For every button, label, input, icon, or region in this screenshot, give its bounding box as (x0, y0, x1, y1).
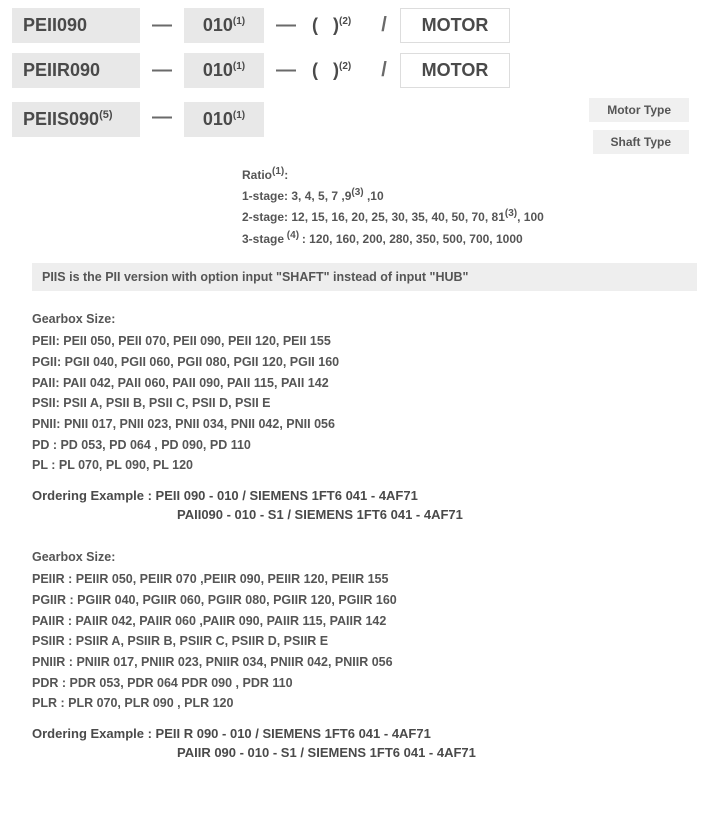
code-box: PEIIS090(5) (12, 102, 140, 137)
page: PEII090 — 010(1) — ( )(2) / MOTOR PEIIR0… (0, 0, 715, 779)
ratio-sup: (4) (284, 230, 302, 241)
ratio-box: 010(1) (184, 102, 264, 137)
ratio-block: Ratio(1): 1-stage: 3, 4, 5, 7 ,9(3) ,10 … (242, 164, 703, 249)
code-box: PEII090 (12, 8, 140, 43)
ratio-title: Ratio (242, 168, 272, 182)
ratio-prefix: 2-stage: (242, 210, 291, 224)
gearbox-line: PGIIR : PGIIR 040, PGIIR 060, PGIIR 080,… (32, 590, 697, 611)
ordering-example-1: Ordering Example : PEII 090 - 010 / SIEM… (32, 486, 697, 525)
example-line-2: PAIIR 090 - 010 - S1 / SIEMENS 1FT6 041 … (177, 745, 476, 760)
ratio-text: 010 (203, 15, 233, 35)
dash-sep: — (148, 59, 176, 82)
paren-sup: (2) (339, 16, 351, 27)
motor-type-label: Motor Type (589, 98, 689, 122)
right-label-column: Motor Type Shaft Type (589, 98, 703, 154)
motor-label: MOTOR (422, 60, 489, 80)
gearbox-line: PL : PL 070, PL 090, PL 120 (32, 455, 697, 476)
ratio-body: : 120, 160, 200, 280, 350, 500, 700, 100… (302, 232, 523, 246)
dash-sep: — (272, 14, 300, 37)
example-line-1: PEII 090 - 010 / SIEMENS 1FT6 041 - 4AF7… (156, 488, 418, 503)
gearbox-title: Gearbox Size: (32, 547, 697, 568)
dash-sep: — (272, 59, 300, 82)
ratio-suffix: ,10 (364, 189, 384, 203)
ratio-sup: (1) (233, 110, 245, 121)
ratio-prefix: 3-stage (242, 232, 284, 246)
ratio-text: 010 (203, 109, 233, 129)
code-text: PEIIR090 (23, 60, 100, 80)
ratio-sup: (3) (505, 208, 517, 219)
ordering-example-2: Ordering Example : PEII R 090 - 010 / SI… (32, 724, 697, 763)
gearbox-line: PDR : PDR 053, PDR 064 PDR 090 , PDR 110 (32, 673, 697, 694)
ratio-sup: (1) (233, 16, 245, 27)
gearbox-line: PSIIR : PSIIR A, PSIIR B, PSIIR C, PSIIR… (32, 631, 697, 652)
gearbox-block-1: Gearbox Size: PEII: PEII 050, PEII 070, … (32, 309, 697, 476)
ratio-box: 010(1) (184, 8, 264, 43)
ratio-body: 3, 4, 5, 7 ,9 (291, 189, 351, 203)
shaft-type-label: Shaft Type (593, 130, 689, 154)
gearbox-block-2: Gearbox Size: PEIIR : PEIIR 050, PEIIR 0… (32, 547, 697, 714)
ratio-prefix: 1-stage: (242, 189, 291, 203)
ordering-row-2: PEIIR090 — 010(1) — ( )(2) / MOTOR (12, 53, 703, 88)
ratio-suffix: , 100 (517, 210, 544, 224)
ratio-line-3: 3-stage (4) : 120, 160, 200, 280, 350, 5… (242, 228, 703, 249)
ordering-row-1: PEII090 — 010(1) — ( )(2) / MOTOR (12, 8, 703, 43)
ratio-sup: (3) (351, 187, 363, 198)
slash-sep: / (376, 59, 392, 82)
gearbox-line: PGII: PGII 040, PGII 060, PGII 080, PGII… (32, 352, 697, 373)
gearbox-line: PAIIR : PAIIR 042, PAIIR 060 ,PAIIR 090,… (32, 611, 697, 632)
ordering-row-3: PEIIS090(5) — 010(1) Motor Type Shaft Ty… (12, 98, 703, 154)
shaft-paren: ( )(2) (308, 15, 368, 36)
gearbox-line: PNII: PNII 017, PNII 023, PNII 034, PNII… (32, 414, 697, 435)
gearbox-title: Gearbox Size: (32, 309, 697, 330)
example-label: Ordering Example : (32, 726, 156, 741)
dash-sep: — (148, 106, 176, 129)
gearbox-line: PLR : PLR 070, PLR 090 , PLR 120 (32, 693, 697, 714)
ratio-title-line: Ratio(1): (242, 164, 703, 185)
example-line-2: PAII090 - 010 - S1 / SIEMENS 1FT6 041 - … (177, 507, 463, 522)
piis-note: PIIS is the PII version with option inpu… (32, 263, 697, 291)
ratio-line-2: 2-stage: 12, 15, 16, 20, 25, 30, 35, 40,… (242, 206, 703, 227)
example-label: Ordering Example : (32, 488, 156, 503)
motor-label: MOTOR (422, 15, 489, 35)
example-line-1: PEII R 090 - 010 / SIEMENS 1FT6 041 - 4A… (156, 726, 431, 741)
ratio-title-sup: (1) (272, 166, 284, 177)
motor-box: MOTOR (400, 8, 510, 43)
code-text: PEIIS090 (23, 109, 99, 129)
slash-sep: / (376, 14, 392, 37)
gearbox-line: PNIIR : PNIIR 017, PNIIR 023, PNIIR 034,… (32, 652, 697, 673)
gearbox-line: PEII: PEII 050, PEII 070, PEII 090, PEII… (32, 331, 697, 352)
code-box: PEIIR090 (12, 53, 140, 88)
ratio-line-1: 1-stage: 3, 4, 5, 7 ,9(3) ,10 (242, 185, 703, 206)
gearbox-line: PAII: PAII 042, PAII 060, PAII 090, PAII… (32, 373, 697, 394)
dash-sep: — (148, 14, 176, 37)
ratio-body: 12, 15, 16, 20, 25, 30, 35, 40, 50, 70, … (291, 210, 505, 224)
code-sup: (5) (99, 109, 112, 121)
code-text: PEII090 (23, 15, 87, 35)
gearbox-line: PD : PD 053, PD 064 , PD 090, PD 110 (32, 435, 697, 456)
ratio-text: 010 (203, 60, 233, 80)
ratio-sup: (1) (233, 61, 245, 72)
shaft-paren: ( )(2) (308, 60, 368, 81)
motor-box: MOTOR (400, 53, 510, 88)
ratio-box: 010(1) (184, 53, 264, 88)
gearbox-line: PSII: PSII A, PSII B, PSII C, PSII D, PS… (32, 393, 697, 414)
paren-sup: (2) (339, 61, 351, 72)
gearbox-line: PEIIR : PEIIR 050, PEIIR 070 ,PEIIR 090,… (32, 569, 697, 590)
